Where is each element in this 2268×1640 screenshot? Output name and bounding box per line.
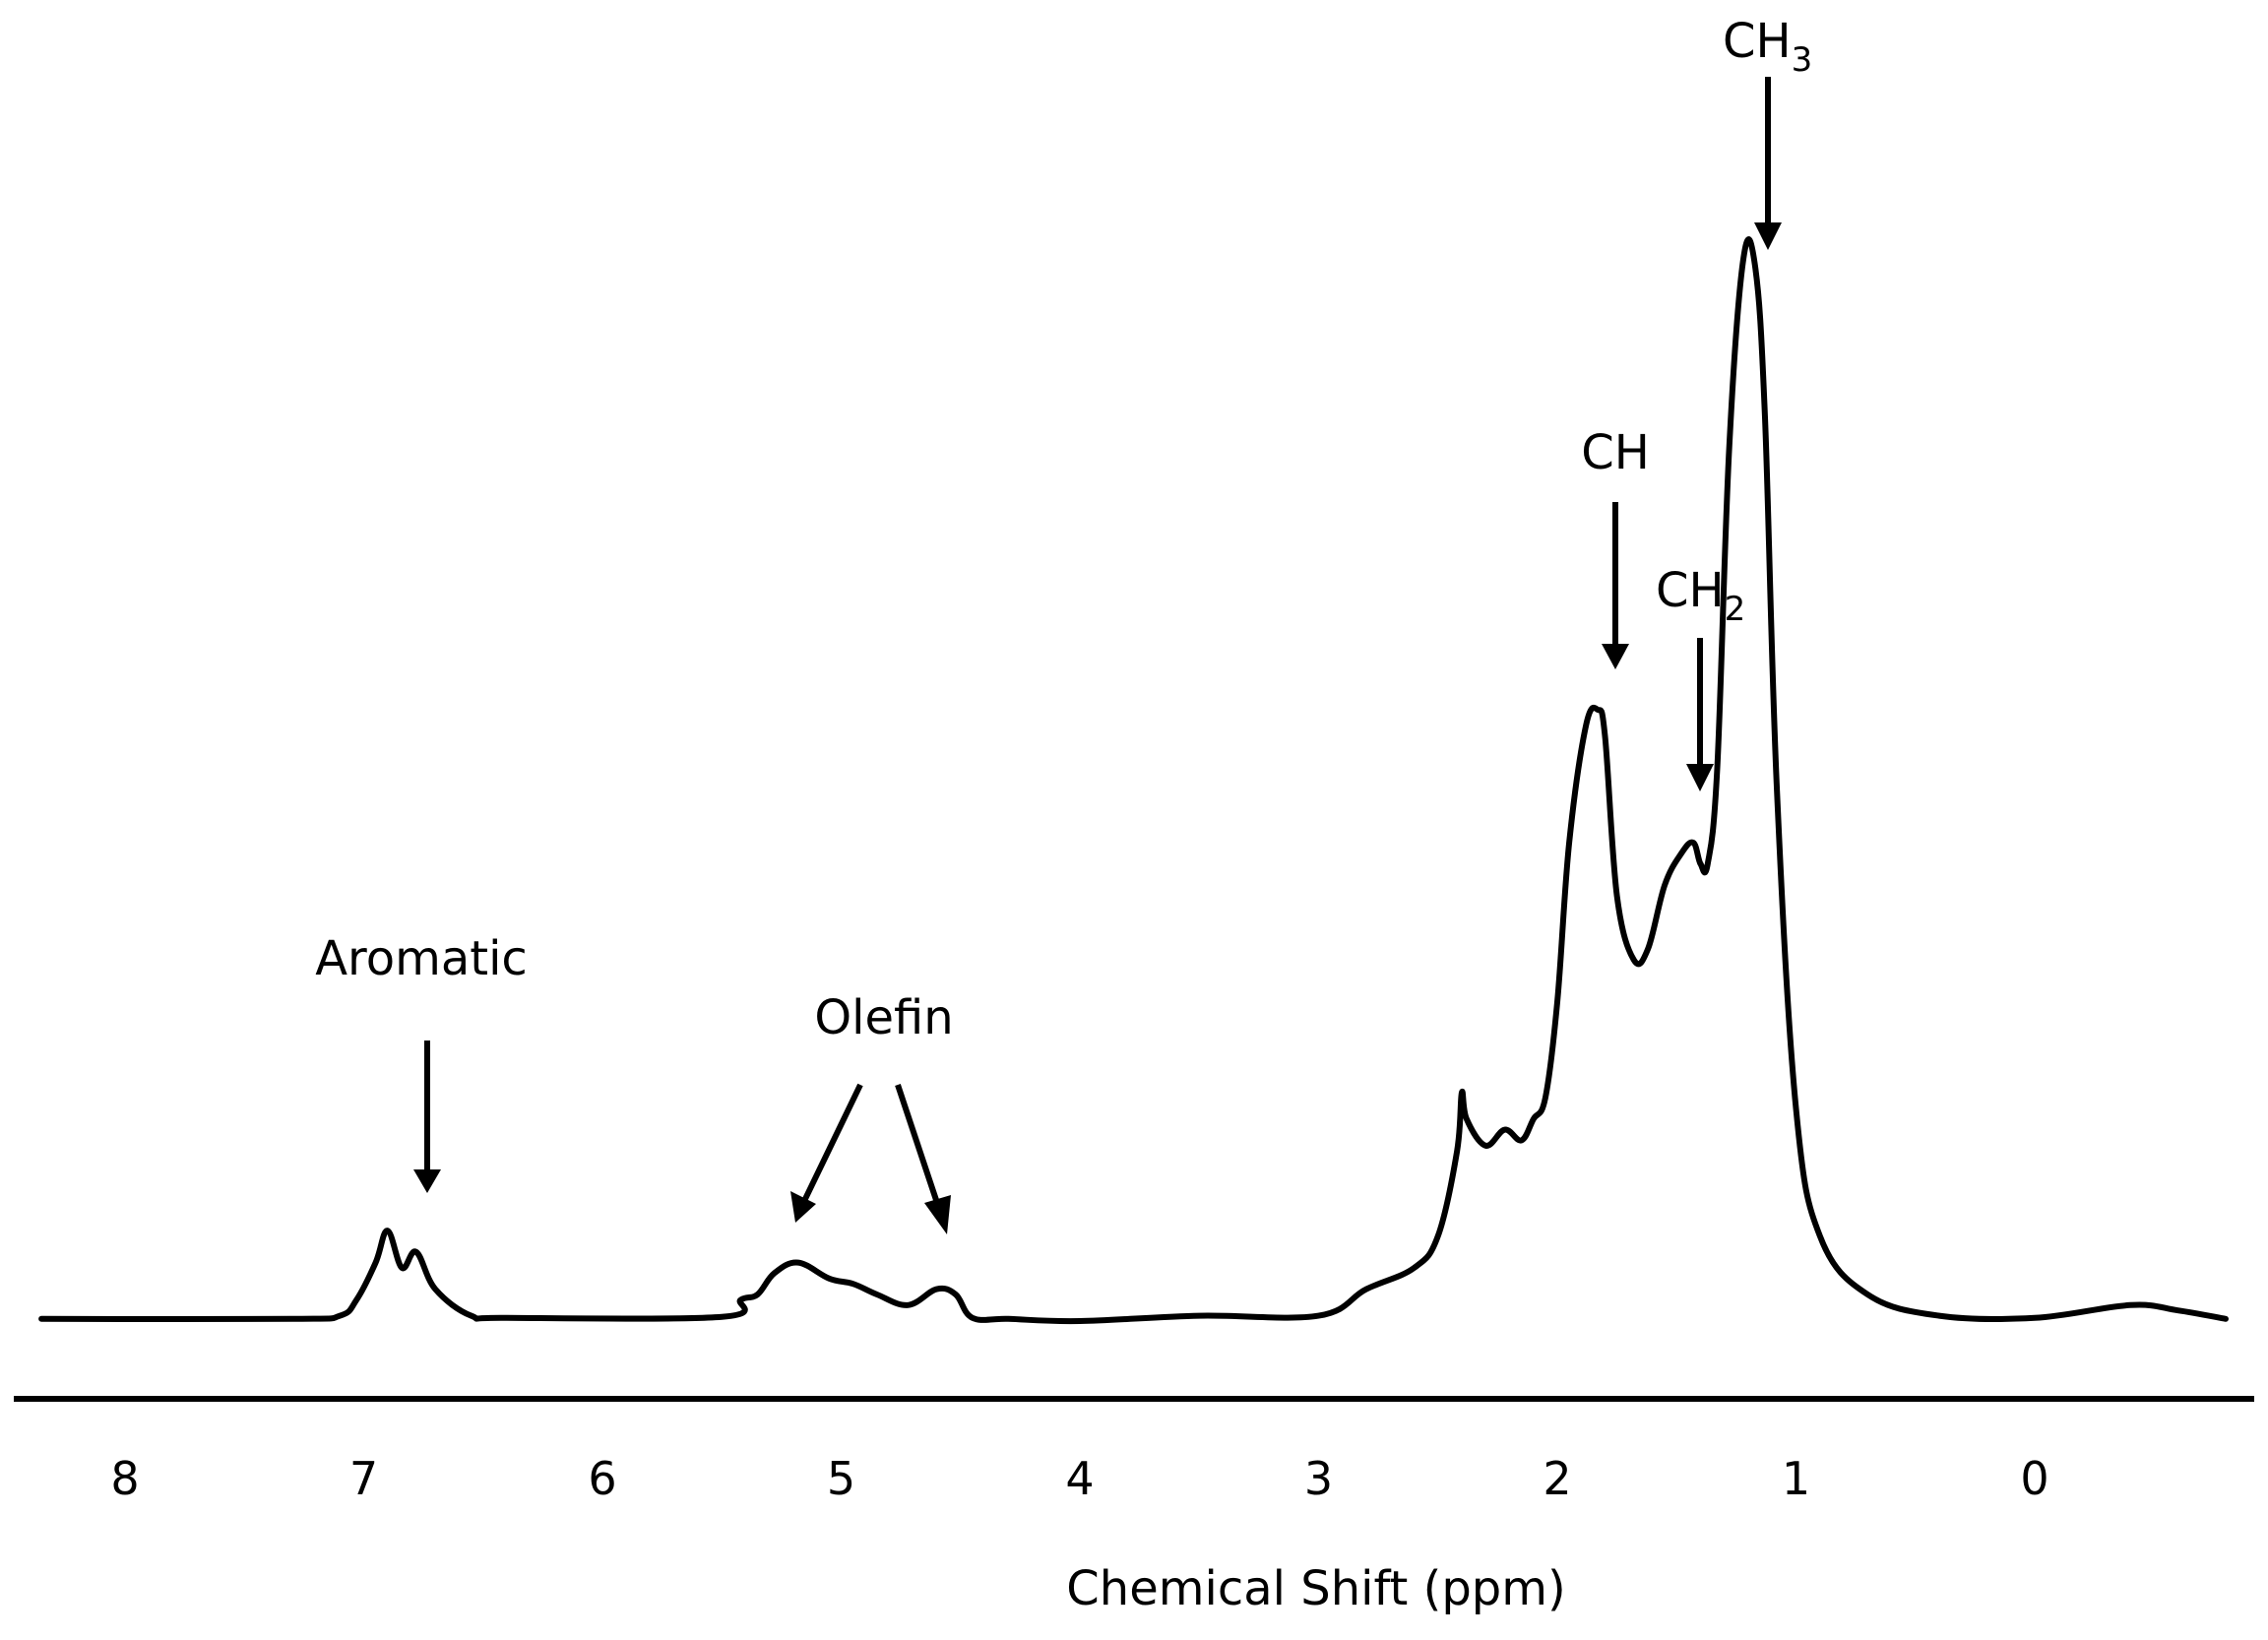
x-axis-label: Chemical Shift (ppm) <box>1066 1561 1565 1616</box>
olefin-arrow-right-head <box>924 1195 951 1234</box>
ch2-label: CH2 <box>1656 563 1745 629</box>
olefin-arrow-left-shaft <box>802 1083 863 1201</box>
ch2-arrow-head <box>1686 764 1714 791</box>
olefin-annotation: Olefin <box>790 990 954 1234</box>
x-tick-label: 2 <box>1543 1452 1571 1505</box>
olefin-arrow-left-head <box>790 1191 816 1223</box>
x-tick-label: 4 <box>1065 1452 1094 1505</box>
ch-annotation: CH <box>1581 425 1650 669</box>
x-tick-label: 1 <box>1782 1452 1810 1505</box>
ch3-label-main: CH <box>1723 14 1792 69</box>
x-tick-label: 0 <box>2020 1452 2048 1505</box>
ch3-label-subscript: 3 <box>1792 40 1813 80</box>
ch2-label-subscript: 2 <box>1725 590 1746 629</box>
olefin-arrow-right-shaft <box>895 1084 940 1204</box>
aromatic-arrow-head <box>413 1169 441 1193</box>
ch2-label-main: CH <box>1656 563 1725 618</box>
ch-arrow-head <box>1602 644 1629 669</box>
x-tick-label: 3 <box>1304 1452 1333 1505</box>
x-tick-labels: 8 7 6 5 4 3 2 1 0 <box>110 1452 2048 1505</box>
aromatic-annotation: Aromatic <box>315 931 528 1193</box>
x-tick-label: 8 <box>110 1452 139 1505</box>
aromatic-label: Aromatic <box>315 931 528 986</box>
x-tick-label: 5 <box>827 1452 855 1505</box>
ch3-arrow-head <box>1754 222 1782 250</box>
spectrum-series-line <box>38 236 2229 1325</box>
x-tick-label: 6 <box>588 1452 616 1505</box>
x-tick-label: 7 <box>349 1452 378 1505</box>
olefin-label: Olefin <box>814 990 953 1045</box>
ch3-annotation: CH3 <box>1723 14 1812 250</box>
ch3-label: CH3 <box>1723 14 1812 80</box>
ch-label: CH <box>1581 425 1650 480</box>
ch2-annotation: CH2 <box>1656 563 1745 791</box>
